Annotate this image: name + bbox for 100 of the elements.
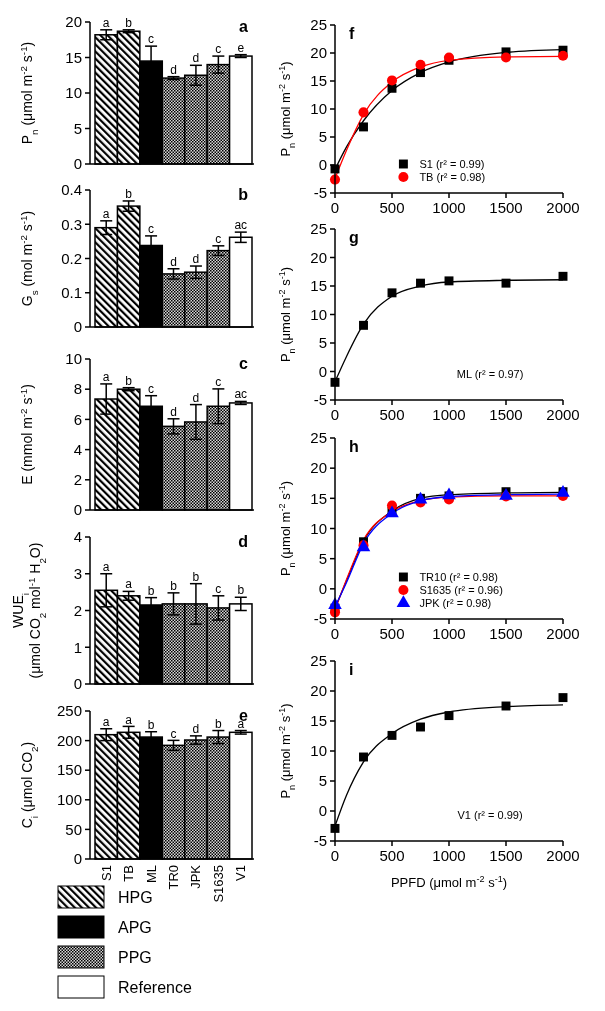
y-tick-label: 20	[310, 459, 327, 477]
x-tick-label: 500	[379, 847, 405, 864]
y-tick-label: 10	[310, 305, 327, 323]
point	[387, 730, 397, 740]
y-tick-label: 2	[73, 601, 82, 619]
x-tick-label: 1500	[489, 199, 523, 216]
annotation: b	[237, 583, 245, 598]
annotation: b	[125, 15, 133, 30]
annotation: ac	[234, 387, 248, 402]
y-tick-label: 0	[318, 156, 327, 174]
y-tick-label: 8	[73, 380, 82, 398]
point	[386, 75, 398, 86]
legend-label: S1 (r² = 0.99)	[419, 157, 485, 170]
y-tick-label: 0	[318, 580, 327, 598]
chart-title: b	[238, 186, 249, 203]
point	[359, 320, 368, 330]
y-tick-label: 5	[318, 128, 327, 146]
annotation: c	[215, 231, 222, 246]
y-tick-label: 20	[310, 44, 327, 62]
y-tick-label: 0.4	[61, 181, 82, 199]
y-tick-label: -5	[313, 184, 327, 202]
annotation: a	[102, 369, 110, 384]
annotation: c	[148, 32, 155, 47]
x-tick-label: 0	[330, 199, 340, 216]
annotation: d	[170, 254, 177, 269]
annotation: d	[192, 51, 200, 66]
x-tick-label: 0	[330, 847, 340, 864]
y-tick-label: 10	[310, 100, 327, 118]
point	[416, 278, 425, 288]
y-tick-label: 5	[318, 549, 327, 567]
y-tick-label: 25	[310, 16, 327, 34]
y-tick-label: 250	[56, 702, 82, 720]
y-tick-label: -5	[313, 832, 327, 850]
y-tick-label: 0.3	[61, 215, 82, 233]
y-tick-label: 10	[310, 519, 327, 537]
y-tick-label: 5	[318, 334, 327, 352]
x-tick-label: 1500	[489, 625, 523, 642]
y-tick-label: 15	[310, 712, 327, 730]
y-tick-label: 20	[310, 682, 327, 700]
x-tick-label: 2000	[546, 199, 580, 216]
y-tick-label: 5	[73, 119, 82, 137]
point	[557, 50, 569, 61]
legend-label: JPK (r² = 0.98)	[419, 596, 492, 609]
point	[558, 693, 568, 703]
annotation: c	[148, 381, 155, 396]
y-tick-label: 10	[65, 84, 82, 102]
y-tick-label: 200	[56, 731, 82, 749]
chart-title: h	[349, 438, 359, 455]
x-tick-label: 500	[379, 625, 405, 642]
annotation: b	[215, 716, 223, 731]
x-tick-label: S1	[98, 865, 114, 881]
y-tick-label: 2	[73, 471, 82, 489]
point	[415, 59, 426, 70]
x-tick-label: ML	[143, 865, 159, 884]
x-tick-label: 1000	[432, 625, 466, 642]
point	[444, 711, 454, 721]
y-tick-label: 15	[310, 489, 327, 507]
legend-label: TB (r² = 0.98)	[419, 170, 486, 183]
x-tick-label: 2000	[546, 625, 580, 642]
y-tick-label: 1	[73, 638, 82, 656]
annotation: a	[102, 715, 110, 729]
point	[358, 107, 369, 118]
legend-label: HPG	[118, 888, 153, 906]
y-tick-label: 4	[73, 528, 82, 546]
point	[442, 487, 456, 500]
y-tick-label: 0	[318, 802, 327, 820]
y-tick-label: 5	[318, 772, 327, 790]
annotation: a	[102, 206, 110, 221]
chart-title: c	[239, 355, 249, 372]
x-tick-label: 2000	[546, 406, 580, 423]
point	[500, 52, 512, 63]
annotation: d	[192, 722, 200, 737]
x-tick-label: 1500	[489, 406, 523, 423]
chart-title: g	[349, 229, 359, 246]
point	[359, 122, 368, 132]
annotation: b	[147, 717, 155, 732]
x-tick-label: 1000	[432, 199, 466, 216]
legend-label: PPG	[118, 948, 152, 966]
y-tick-label: 0	[73, 318, 82, 336]
x-tick-label: 1000	[432, 406, 466, 423]
y-tick-label: 20	[65, 13, 82, 31]
annotation: e	[237, 40, 245, 55]
annotation: b	[125, 186, 133, 201]
annotation: c	[148, 221, 155, 236]
legend-label: Reference	[118, 978, 192, 996]
annotation: b	[170, 578, 178, 593]
y-tick-label: -5	[313, 391, 327, 409]
x-tick-label: JPK	[188, 864, 204, 889]
point	[416, 722, 425, 732]
annotation: d	[170, 404, 177, 419]
point	[359, 752, 368, 762]
legend-label: TR10 (r² = 0.98)	[419, 570, 498, 583]
y-tick-label: 4	[73, 440, 82, 458]
point	[558, 271, 568, 281]
annotation: V1 (r² = 0.99)	[457, 809, 523, 821]
x-tick-label: TB	[121, 865, 137, 882]
y-tick-label: 100	[56, 791, 82, 809]
y-tick-label: 20	[310, 248, 327, 266]
point	[501, 278, 511, 288]
chart-title: a	[239, 18, 249, 35]
